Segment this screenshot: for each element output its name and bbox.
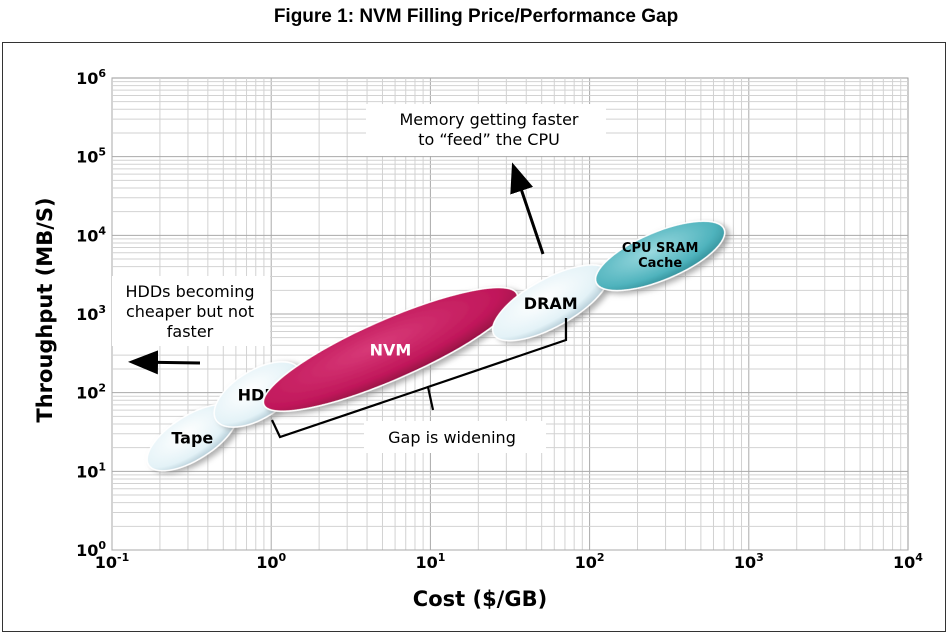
annotation-text: HDDs becoming cheaper but not faster	[125, 282, 254, 341]
x-tick-label: 101	[415, 551, 445, 572]
chart-title: Figure 1: NVM Filling Price/Performance …	[273, 6, 679, 27]
y-tick-label: 100	[76, 539, 106, 560]
region-cpu-sram: CPU SRAM Cache	[594, 220, 726, 292]
x-tick-label: 10-1	[95, 551, 130, 572]
x-tick-label: 102	[575, 551, 605, 572]
annotation-box	[112, 276, 270, 346]
axes: 10-1 100 101 102 103 104100101102103104105106…	[33, 67, 923, 611]
annotation-box	[364, 421, 546, 453]
region-label: DRAM	[524, 294, 578, 313]
region-label: CPU SRAM Cache	[622, 241, 699, 271]
region-nvm: NVM	[262, 286, 519, 413]
y-tick-label: 101	[76, 460, 106, 481]
y-axis-label: Throughput (MB/S)	[33, 197, 57, 422]
annotation-text: Gap is widening	[388, 428, 516, 447]
gap-bracket	[271, 318, 568, 439]
region-ellipse	[262, 286, 519, 413]
y-tick-label: 102	[76, 382, 106, 403]
x-axis-label: Cost ($/GB)	[413, 587, 547, 611]
region-label: NVM	[370, 340, 412, 359]
chart-frame	[2, 42, 946, 632]
annotation-box	[366, 104, 606, 156]
x-tick-label: 100	[256, 551, 286, 572]
region-ellipse	[594, 220, 726, 292]
x-tick-label: 103	[734, 551, 764, 572]
x-tick-label: 104	[893, 551, 923, 572]
region-label: Tape	[171, 429, 213, 448]
annotation-text: Memory getting faster to “feed” the CPU	[400, 110, 579, 149]
arrow-left	[128, 350, 201, 375]
region-tape: Tape	[146, 403, 239, 472]
y-tick-label: 103	[76, 303, 106, 324]
y-tick-label: 106	[76, 67, 106, 88]
annotations: Memory getting faster to “feed” the CPU HD…	[112, 104, 606, 453]
y-tick-label: 105	[76, 146, 106, 167]
arrow-up	[510, 162, 545, 255]
y-tick-label: 104	[76, 224, 106, 245]
